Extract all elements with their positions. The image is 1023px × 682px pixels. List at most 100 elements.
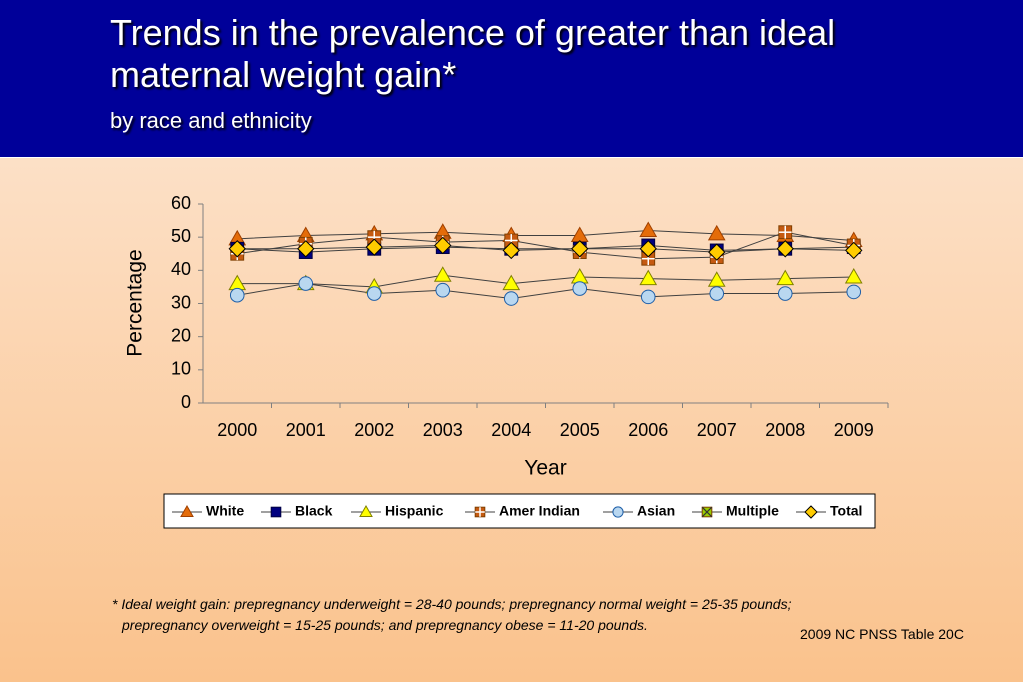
marker — [504, 233, 519, 248]
y-axis-label: Percentage — [124, 249, 147, 356]
marker-shape — [777, 286, 793, 301]
marker-shape — [572, 281, 588, 296]
marker-shape — [502, 241, 520, 260]
marker-shape — [639, 269, 658, 286]
marker-shape — [503, 291, 519, 306]
x-tick-label: 2001 — [286, 420, 326, 440]
series-line — [237, 230, 854, 241]
marker-shape — [570, 226, 589, 243]
marker-shape — [804, 505, 818, 519]
marker — [707, 224, 726, 241]
marker — [777, 286, 793, 301]
marker — [433, 266, 452, 282]
subtitle: by race and ethnicity — [110, 108, 312, 133]
marker-shape — [612, 506, 624, 518]
series-line — [237, 274, 854, 288]
marker — [844, 267, 863, 284]
marker — [229, 287, 245, 303]
marker-shape — [571, 240, 589, 258]
source: 2009 NC PNSS Table 20C — [800, 626, 964, 642]
marker — [707, 271, 726, 287]
marker — [571, 240, 589, 258]
marker — [639, 240, 657, 258]
x-tick-label: 2004 — [491, 420, 531, 440]
marker-shape — [776, 240, 794, 258]
marker — [297, 240, 315, 258]
marker — [639, 221, 658, 238]
title: Trends in the prevalence of greater than… — [110, 12, 836, 95]
legend-label: Multiple — [726, 503, 779, 519]
marker — [572, 281, 588, 296]
marker-shape — [365, 238, 383, 256]
marker-shape — [845, 241, 863, 260]
x-tick-label: 2006 — [628, 420, 668, 440]
marker-shape — [570, 267, 589, 284]
marker-shape — [701, 506, 713, 518]
marker — [701, 506, 713, 518]
x-tick-label: 2000 — [217, 420, 257, 440]
marker — [502, 274, 521, 291]
marker-shape — [298, 276, 314, 291]
x-axis-label: Year — [524, 457, 566, 480]
marker-shape — [180, 504, 194, 517]
legend-label: Hispanic — [385, 503, 444, 519]
x-tick-label: 2002 — [354, 420, 394, 440]
footnote: * Ideal weight gain: prepregnancy underw… — [112, 596, 792, 612]
x-tick-label: 2003 — [423, 420, 463, 440]
marker — [846, 284, 862, 300]
marker — [640, 289, 656, 305]
marker — [612, 506, 624, 518]
x-tick-label: 2007 — [697, 420, 737, 440]
y-tick-label: 0 — [181, 392, 191, 412]
series-line — [237, 244, 854, 253]
marker-shape — [228, 240, 246, 258]
marker — [639, 269, 658, 286]
marker — [570, 226, 589, 243]
marker-shape — [435, 282, 451, 298]
marker-shape — [229, 287, 245, 303]
marker-shape — [359, 504, 373, 517]
y-tick-label: 40 — [171, 259, 191, 279]
legend-label: Amer Indian — [499, 503, 580, 519]
marker-shape — [270, 506, 282, 518]
legend-box — [163, 493, 876, 529]
marker — [570, 267, 589, 284]
marker — [435, 282, 451, 298]
marker-shape — [228, 274, 247, 291]
series-line — [237, 244, 854, 253]
footnote: prepregnancy overweight = 15-25 pounds; … — [122, 617, 648, 633]
marker-shape — [366, 286, 382, 301]
marker — [228, 240, 246, 258]
marker — [709, 286, 725, 301]
y-tick-label: 60 — [171, 193, 191, 213]
marker — [804, 505, 818, 519]
marker-shape — [708, 243, 726, 261]
y-tick-label: 30 — [171, 292, 191, 312]
marker-shape — [707, 224, 726, 241]
marker-shape — [433, 266, 452, 282]
legend-label: Black — [295, 503, 333, 519]
marker-shape — [297, 240, 315, 258]
header: Trends in the prevalence of greater than… — [0, 0, 1023, 158]
legend-label: White — [206, 503, 244, 519]
y-tick-label: 20 — [171, 325, 191, 345]
marker — [845, 241, 863, 260]
marker-shape — [707, 271, 726, 287]
x-tick-label: 2009 — [834, 420, 874, 440]
x-tick-label: 2008 — [765, 420, 805, 440]
marker — [228, 274, 247, 291]
marker — [359, 504, 373, 517]
marker — [502, 241, 520, 260]
marker-shape — [639, 240, 657, 258]
marker — [778, 225, 793, 240]
series-line — [237, 283, 854, 300]
marker — [474, 506, 486, 518]
marker — [776, 269, 795, 286]
marker-shape — [776, 269, 795, 286]
marker-shape — [640, 289, 656, 305]
marker — [434, 236, 452, 255]
marker-shape — [844, 267, 863, 284]
legend-label: Asian — [637, 503, 675, 519]
x-tick-label: 2005 — [560, 420, 600, 440]
